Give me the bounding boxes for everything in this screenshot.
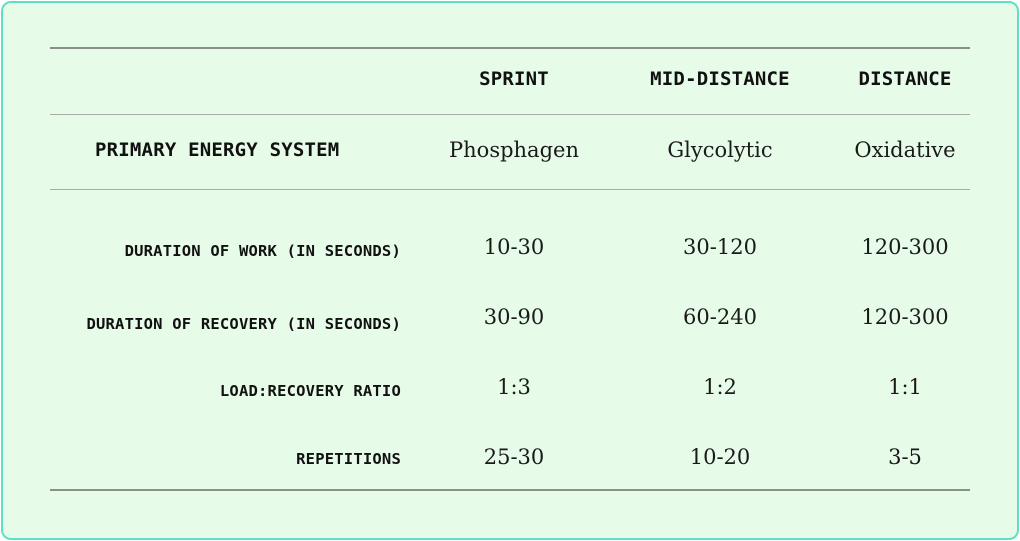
- row-header-duration-of-recovery: DURATION OF RECOVERY (IN SECONDS): [86, 315, 401, 333]
- table-cell: 30-120: [683, 235, 757, 259]
- table-cell: 60-240: [683, 305, 757, 329]
- table-top-rule: [50, 47, 970, 49]
- header-divider: [50, 114, 970, 115]
- table-cell: 1:1: [888, 375, 922, 399]
- table-cell: 25-30: [483, 445, 545, 469]
- table-cell: Glycolytic: [667, 138, 773, 162]
- row-header-load-recovery-ratio: LOAD:RECOVERY RATIO: [219, 382, 401, 400]
- table-cell: Phosphagen: [449, 138, 579, 162]
- primary-row-divider: [50, 189, 970, 190]
- table-cell: 120-300: [861, 305, 949, 329]
- table-cell: 120-300: [861, 235, 949, 259]
- row-header-repetitions: REPETITIONS: [296, 450, 401, 468]
- table-cell: 10-30: [483, 235, 545, 259]
- table-cell: 30-90: [483, 305, 545, 329]
- table-cell: 10-20: [689, 445, 751, 469]
- column-header-sprint: SPRINT: [479, 68, 549, 90]
- table-bottom-rule: [50, 489, 970, 491]
- table-cell: Oxidative: [854, 138, 956, 162]
- row-header-primary-energy-system: PRIMARY ENERGY SYSTEM: [95, 139, 340, 161]
- row-header-duration-of-work: DURATION OF WORK (IN SECONDS): [124, 242, 401, 260]
- column-header-mid-distance: MID-DISTANCE: [650, 68, 790, 90]
- table-cell: 1:3: [497, 375, 531, 399]
- table-cell: 3-5: [888, 445, 922, 469]
- column-header-distance: DISTANCE: [858, 68, 952, 90]
- table-cell: 1:2: [703, 375, 737, 399]
